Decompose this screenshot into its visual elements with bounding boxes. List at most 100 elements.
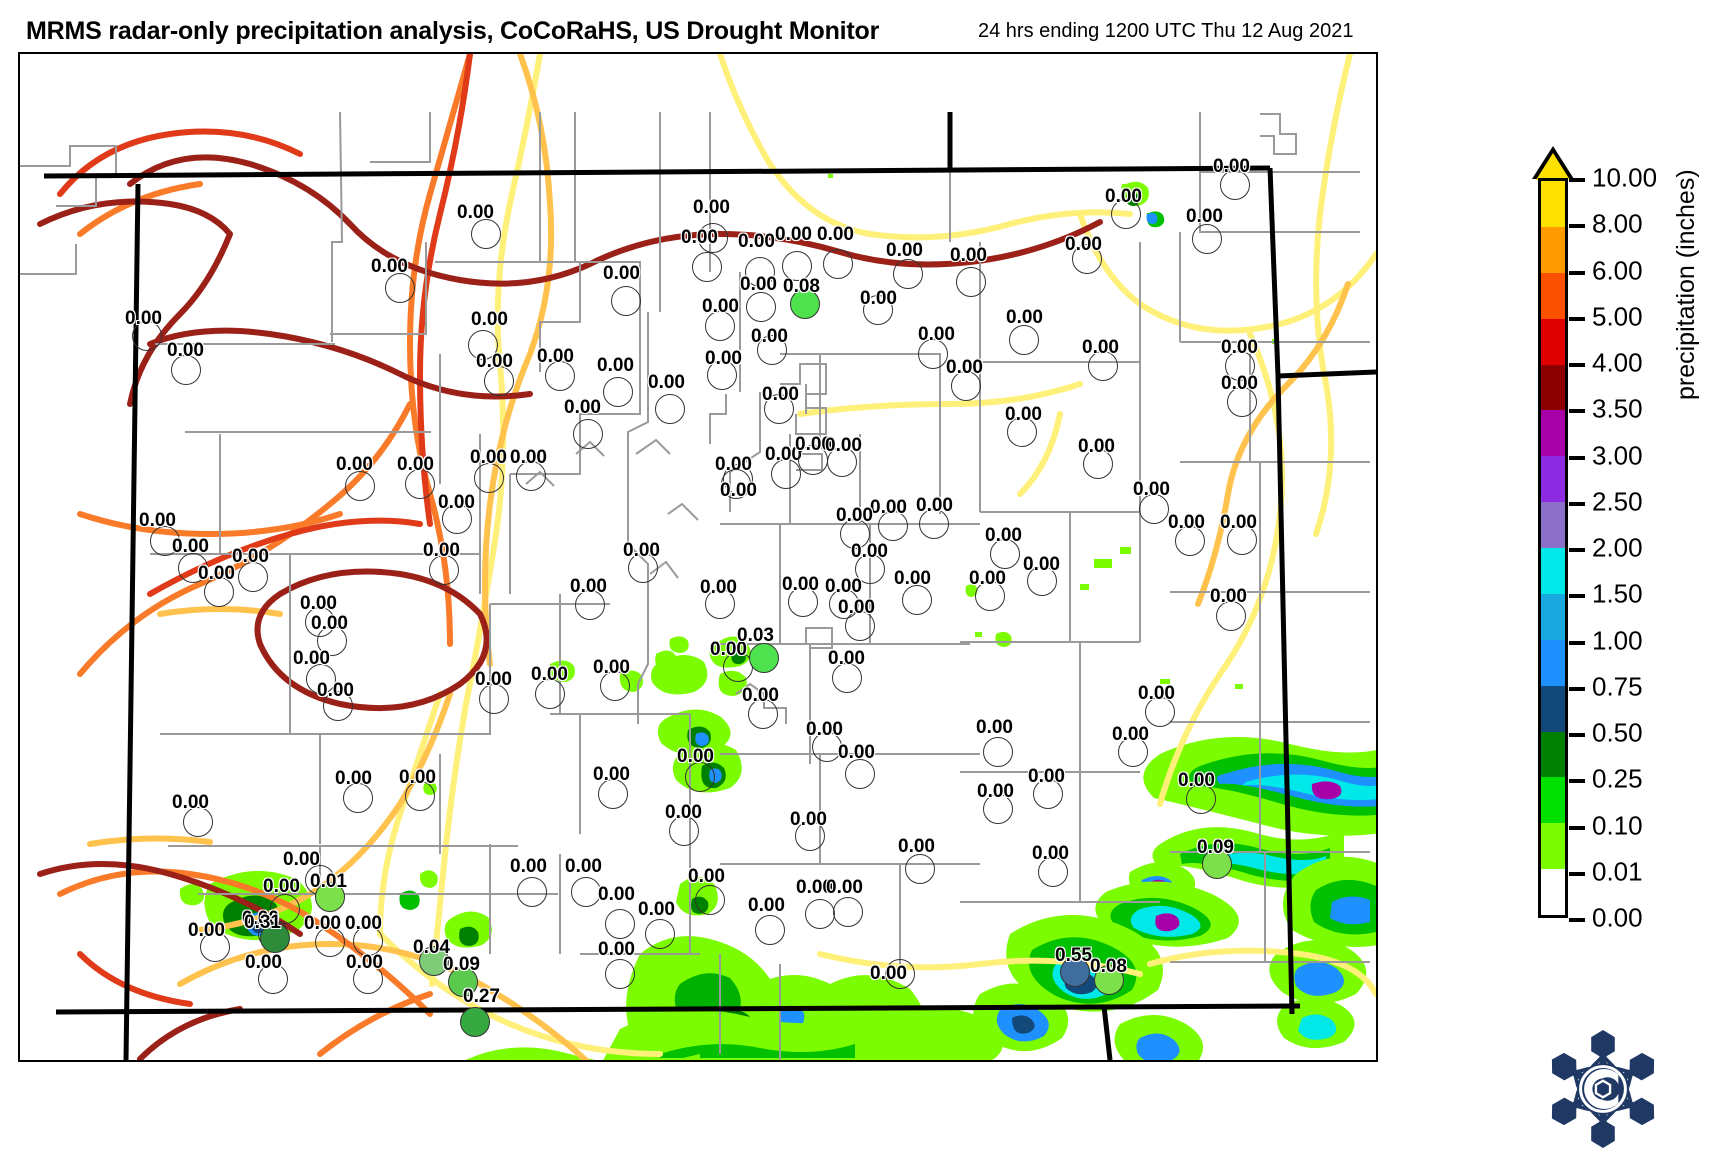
station-marker[interactable] [484,366,514,396]
station-marker[interactable] [669,816,699,846]
station-marker[interactable] [535,679,565,709]
station-marker[interactable] [757,335,787,365]
station-marker[interactable] [749,643,779,673]
station-marker[interactable] [975,581,1005,611]
station-marker[interactable] [695,885,725,915]
station-marker[interactable] [827,447,857,477]
station-marker[interactable] [600,671,630,701]
station-marker[interactable] [1007,417,1037,447]
station-marker[interactable] [605,909,635,939]
station-marker[interactable] [178,553,208,583]
station-marker[interactable] [605,959,635,989]
station-marker[interactable] [1175,526,1205,556]
station-marker[interactable] [655,394,685,424]
station-marker[interactable] [479,684,509,714]
station-marker[interactable] [573,419,603,449]
station-marker[interactable] [238,562,268,592]
station-marker[interactable] [833,897,863,927]
station-marker[interactable] [905,854,935,884]
station-marker[interactable] [471,219,501,249]
station-marker[interactable] [517,877,547,907]
station-marker[interactable] [448,967,478,997]
station-marker[interactable] [345,471,375,501]
station-marker[interactable] [1111,199,1141,229]
station-marker[interactable] [1202,849,1232,879]
station-marker[interactable] [745,257,775,287]
station-marker[interactable] [171,355,201,385]
station-marker[interactable] [270,894,300,924]
station-marker[interactable] [323,691,353,721]
station-marker[interactable] [885,959,915,989]
station-marker[interactable] [306,664,336,694]
station-marker[interactable] [353,926,383,956]
station-marker[interactable] [956,267,986,297]
station-marker[interactable] [1118,737,1148,767]
station-marker[interactable] [200,932,230,962]
station-marker[interactable] [685,762,715,792]
station-marker[interactable] [1145,697,1175,727]
station-marker[interactable] [829,589,859,619]
station-marker[interactable] [1027,566,1057,596]
station-marker[interactable] [705,311,735,341]
station-marker[interactable] [474,463,504,493]
station-marker[interactable] [1060,957,1090,987]
station-marker[interactable] [429,555,459,585]
station-marker[interactable] [845,611,875,641]
station-marker[interactable] [598,779,628,809]
station-marker[interactable] [805,899,835,929]
station-marker[interactable] [442,504,472,534]
station-marker[interactable] [692,252,722,282]
station-marker[interactable] [1139,494,1169,524]
station-marker[interactable] [782,251,812,281]
station-marker[interactable] [419,946,449,976]
station-marker[interactable] [183,807,213,837]
station-marker[interactable] [790,289,820,319]
station-marker[interactable] [468,330,498,360]
station-marker[interactable] [893,259,923,289]
map-panel[interactable]: 0.00 0.00 0.00 0.00 0.00 0.00 0.00 0.00 0.00 0.00… [18,52,1378,1062]
station-marker[interactable] [1227,525,1257,555]
station-marker[interactable] [571,877,601,907]
station-marker[interactable] [1192,224,1222,254]
station-marker[interactable] [1225,351,1255,381]
station-marker[interactable] [628,553,658,583]
station-marker[interactable] [1216,601,1246,631]
station-marker[interactable] [460,1007,490,1037]
station-marker[interactable] [343,783,373,813]
station-marker[interactable] [951,371,981,401]
station-marker[interactable] [645,919,675,949]
station-marker[interactable] [983,794,1013,824]
station-marker[interactable] [1072,244,1102,274]
station-marker[interactable] [405,469,435,499]
station-marker[interactable] [983,737,1013,767]
station-marker[interactable] [855,554,885,584]
station-marker[interactable] [1009,325,1039,355]
station-marker[interactable] [385,273,415,303]
station-marker[interactable] [788,587,818,617]
station-marker[interactable] [748,699,778,729]
station-marker[interactable] [1094,965,1124,995]
station-marker[interactable] [132,321,162,351]
station-marker[interactable] [771,459,801,489]
station-marker[interactable] [840,519,870,549]
station-marker[interactable] [150,526,180,556]
station-marker[interactable] [863,295,893,325]
station-marker[interactable] [258,964,288,994]
station-marker[interactable] [721,469,751,499]
station-marker[interactable] [1186,784,1216,814]
station-marker[interactable] [1220,170,1250,200]
station-marker[interactable] [812,732,842,762]
station-marker[interactable] [755,915,785,945]
station-marker[interactable] [845,759,875,789]
station-marker[interactable] [204,577,234,607]
station-marker[interactable] [990,539,1020,569]
station-marker[interactable] [746,292,776,322]
station-marker[interactable] [832,663,862,693]
station-marker[interactable] [1033,779,1063,809]
station-marker[interactable] [260,923,290,953]
station-marker[interactable] [315,927,345,957]
station-marker[interactable] [919,509,949,539]
station-marker[interactable] [823,249,853,279]
station-marker[interactable] [795,821,825,851]
station-marker[interactable] [1227,387,1257,417]
